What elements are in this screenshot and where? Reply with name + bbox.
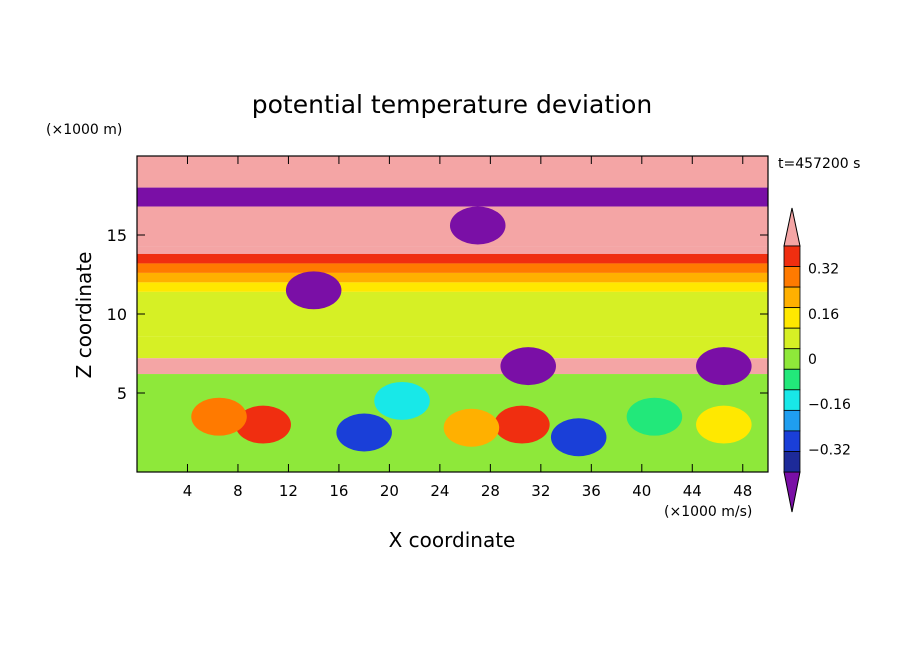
contour-layer	[137, 156, 768, 188]
y-axis-ticks: 5 10 15	[107, 226, 768, 403]
x-tick-label: 4	[183, 482, 193, 500]
contour-layer	[137, 282, 768, 292]
contour-feature	[285, 271, 342, 310]
colorbar-segment	[783, 307, 801, 329]
x-tick-label: 32	[531, 482, 550, 500]
x-unit-label: (×1000 m/s)	[664, 504, 752, 520]
x-tick-label: 48	[733, 482, 752, 500]
colorbar-tick-label: −0.16	[808, 397, 851, 413]
x-axis-ticks: 4 8 12 16 20 24 28 32 36 40 44 48	[183, 156, 752, 500]
colorbar-tick-label: 0.32	[808, 262, 839, 278]
colorbar-tick-label: 0.16	[808, 307, 839, 323]
contour-feature	[550, 418, 607, 457]
x-tick-label: 36	[582, 482, 601, 500]
contour-feature	[626, 397, 683, 436]
contour-feature	[235, 405, 291, 444]
contour-layer	[137, 246, 768, 254]
x-axis-label: X coordinate	[389, 528, 516, 552]
y-unit-label: (×1000 m)	[46, 122, 122, 138]
x-tick-label: 12	[279, 482, 298, 500]
contour-layer	[137, 253, 768, 264]
contour-layer	[137, 187, 768, 207]
y-tick-label: 15	[107, 226, 127, 245]
contour-feature	[443, 408, 500, 447]
colorbar-segment	[783, 389, 801, 411]
colorbar-segment	[783, 409, 801, 432]
contour-layer	[137, 263, 768, 273]
contour-layer	[137, 358, 768, 375]
contour-feature	[494, 405, 550, 444]
colorbar-segment	[783, 451, 801, 473]
x-tick-label: 28	[481, 482, 500, 500]
contour-feature	[696, 405, 752, 444]
x-tick-label: 8	[233, 482, 243, 500]
y-tick-label: 5	[117, 384, 127, 403]
contour-feature	[374, 381, 430, 420]
colorbar-segment	[783, 266, 801, 288]
colorbar-segment	[783, 286, 801, 309]
y-axis-label: Z coordinate	[72, 252, 96, 379]
contour-feature	[500, 347, 556, 386]
contour-feature	[336, 413, 392, 452]
colorbar: 0.32 0.16 0 −0.16 −0.32	[783, 207, 851, 513]
contour-field	[137, 156, 768, 472]
colorbar-segment	[783, 245, 801, 267]
x-tick-label: 44	[683, 482, 702, 500]
x-tick-label: 20	[380, 482, 399, 500]
contour-feature	[449, 206, 506, 245]
time-label: t=457200 s	[778, 156, 860, 172]
contour-layer	[137, 272, 768, 283]
colorbar-max-extension	[783, 207, 801, 247]
colorbar-segment	[783, 368, 801, 391]
contour-feature	[696, 347, 752, 386]
colorbar-min-extension	[783, 471, 801, 513]
colorbar-segment	[783, 327, 801, 350]
contour-layer	[137, 336, 768, 359]
colorbar-segment	[783, 348, 801, 370]
colorbar-tick-label: −0.32	[808, 442, 851, 458]
contour-feature	[191, 397, 247, 436]
x-tick-label: 40	[632, 482, 651, 500]
x-tick-label: 24	[430, 482, 449, 500]
chart-title: potential temperature deviation	[252, 90, 652, 119]
y-tick-label: 10	[107, 305, 127, 324]
contour-layer	[137, 291, 768, 337]
colorbar-segment	[783, 430, 801, 452]
x-tick-label: 16	[329, 482, 348, 500]
colorbar-tick-label: 0	[808, 352, 817, 368]
